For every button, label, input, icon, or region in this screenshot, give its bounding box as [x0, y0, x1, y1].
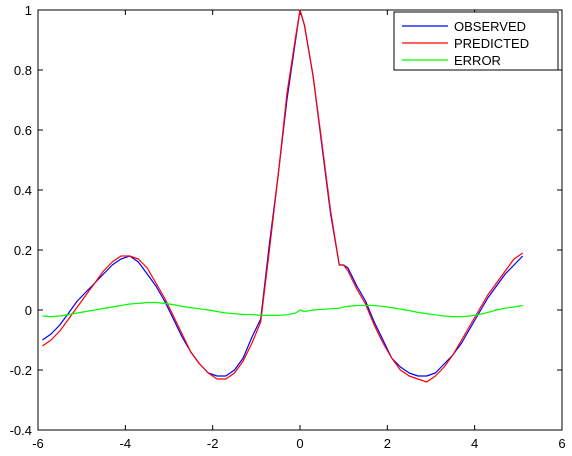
x-tick-label: -6	[32, 436, 44, 451]
series-line-predicted	[42, 9, 524, 383]
x-tick-label: 6	[558, 436, 565, 451]
x-tick-label: -2	[207, 436, 219, 451]
x-tick-label: 4	[471, 436, 478, 451]
series-line-error	[42, 301, 523, 318]
series-layer	[42, 9, 524, 383]
y-tick-label: -0.4	[10, 423, 32, 438]
legend-label-predicted: PREDICTED	[454, 36, 529, 51]
y-tick-label: 0.8	[14, 63, 32, 78]
x-tick-label: -4	[120, 436, 132, 451]
y-axis: -0.4 -0.2 0 0.2 0.4 0.6 0.8 1	[10, 3, 562, 438]
y-tick-label: 0	[25, 303, 32, 318]
y-tick-label: 0.4	[14, 183, 32, 198]
y-tick-label: 0.2	[14, 243, 32, 258]
series-line-observed	[42, 9, 524, 377]
legend-label-observed: OBSERVED	[454, 19, 526, 34]
x-tick-label: 2	[384, 436, 391, 451]
legend: OBSERVED PREDICTED ERROR	[393, 11, 559, 71]
y-tick-label: 1	[25, 3, 32, 18]
legend-label-error: ERROR	[454, 53, 501, 68]
y-tick-label: 0.6	[14, 123, 32, 138]
x-tick-label: 0	[296, 436, 303, 451]
y-tick-label: -0.2	[10, 363, 32, 378]
